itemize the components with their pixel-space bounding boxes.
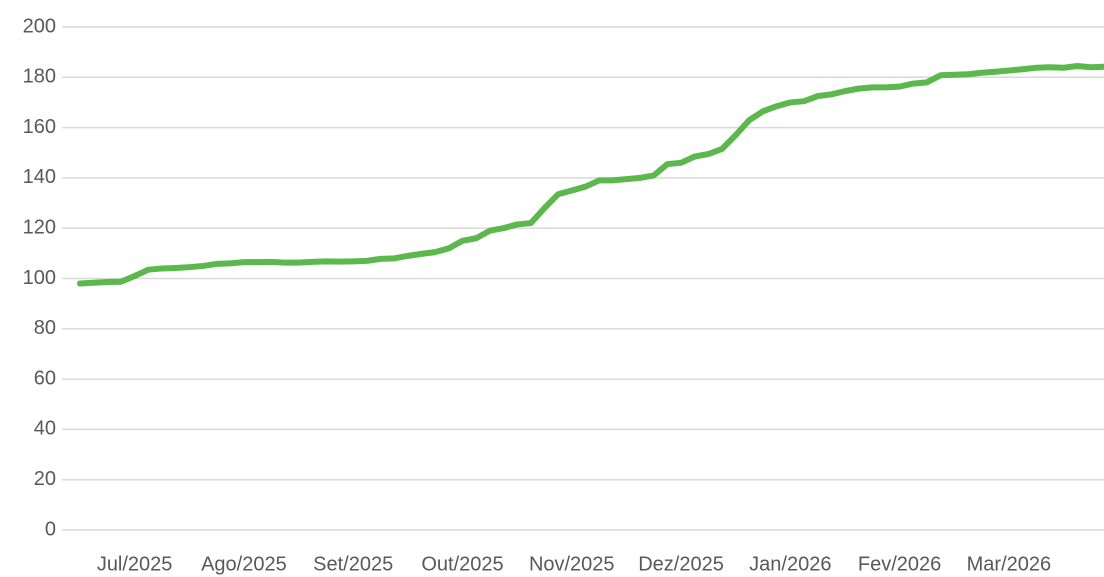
x-tick-label: Jul/2025 [97,553,173,575]
data-line [77,62,1104,287]
x-tick-label: Out/2025 [421,553,503,575]
y-tick-label: 20 [34,468,56,490]
y-tick-label: 60 [34,367,56,389]
y-tick-label: 120 [23,216,56,238]
y-tick-label: 40 [34,418,56,440]
x-tick-label: Mar/2026 [967,553,1052,575]
y-tick-label: 100 [23,267,56,289]
y-tick-label: 180 [23,66,56,88]
y-tick-label: 80 [34,317,56,339]
x-tick-label: Fev/2026 [858,553,941,575]
x-tick-label: Dez/2025 [638,553,724,575]
x-tick-label: Set/2025 [313,553,393,575]
y-tick-label: 160 [23,116,56,138]
y-tick-label: 0 [45,518,56,540]
x-tick-label: Ago/2025 [201,553,287,575]
y-tick-label: 140 [23,166,56,188]
y-tick-label: 200 [23,15,56,37]
x-tick-label: Nov/2025 [529,553,615,575]
x-tick-label: Jan/2026 [749,553,831,575]
